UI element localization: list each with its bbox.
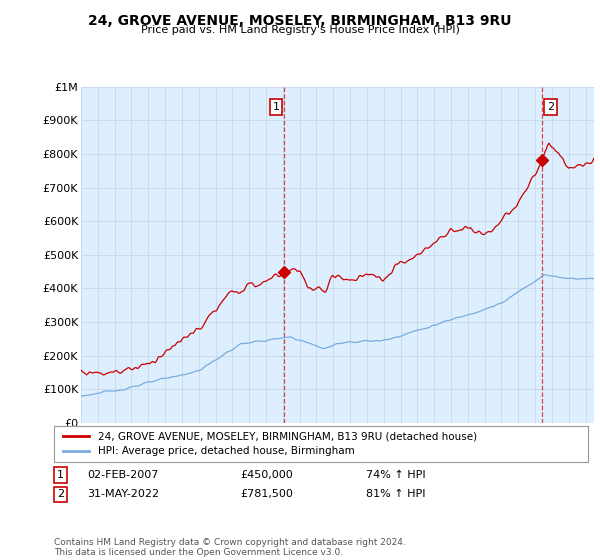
Text: 2: 2 <box>547 102 554 112</box>
Text: £450,000: £450,000 <box>240 470 293 480</box>
Text: £781,500: £781,500 <box>240 489 293 500</box>
Text: 1: 1 <box>272 102 280 112</box>
Text: 74% ↑ HPI: 74% ↑ HPI <box>366 470 425 480</box>
Text: 24, GROVE AVENUE, MOSELEY, BIRMINGHAM, B13 9RU: 24, GROVE AVENUE, MOSELEY, BIRMINGHAM, B… <box>88 14 512 28</box>
Legend: 24, GROVE AVENUE, MOSELEY, BIRMINGHAM, B13 9RU (detached house), HPI: Average pr: 24, GROVE AVENUE, MOSELEY, BIRMINGHAM, B… <box>59 427 481 460</box>
Text: Price paid vs. HM Land Registry's House Price Index (HPI): Price paid vs. HM Land Registry's House … <box>140 25 460 35</box>
Text: 81% ↑ HPI: 81% ↑ HPI <box>366 489 425 500</box>
Text: 31-MAY-2022: 31-MAY-2022 <box>87 489 159 500</box>
Text: 02-FEB-2007: 02-FEB-2007 <box>87 470 158 480</box>
Text: Contains HM Land Registry data © Crown copyright and database right 2024.
This d: Contains HM Land Registry data © Crown c… <box>54 538 406 557</box>
Text: 1: 1 <box>57 470 64 480</box>
Text: 2: 2 <box>57 489 64 500</box>
